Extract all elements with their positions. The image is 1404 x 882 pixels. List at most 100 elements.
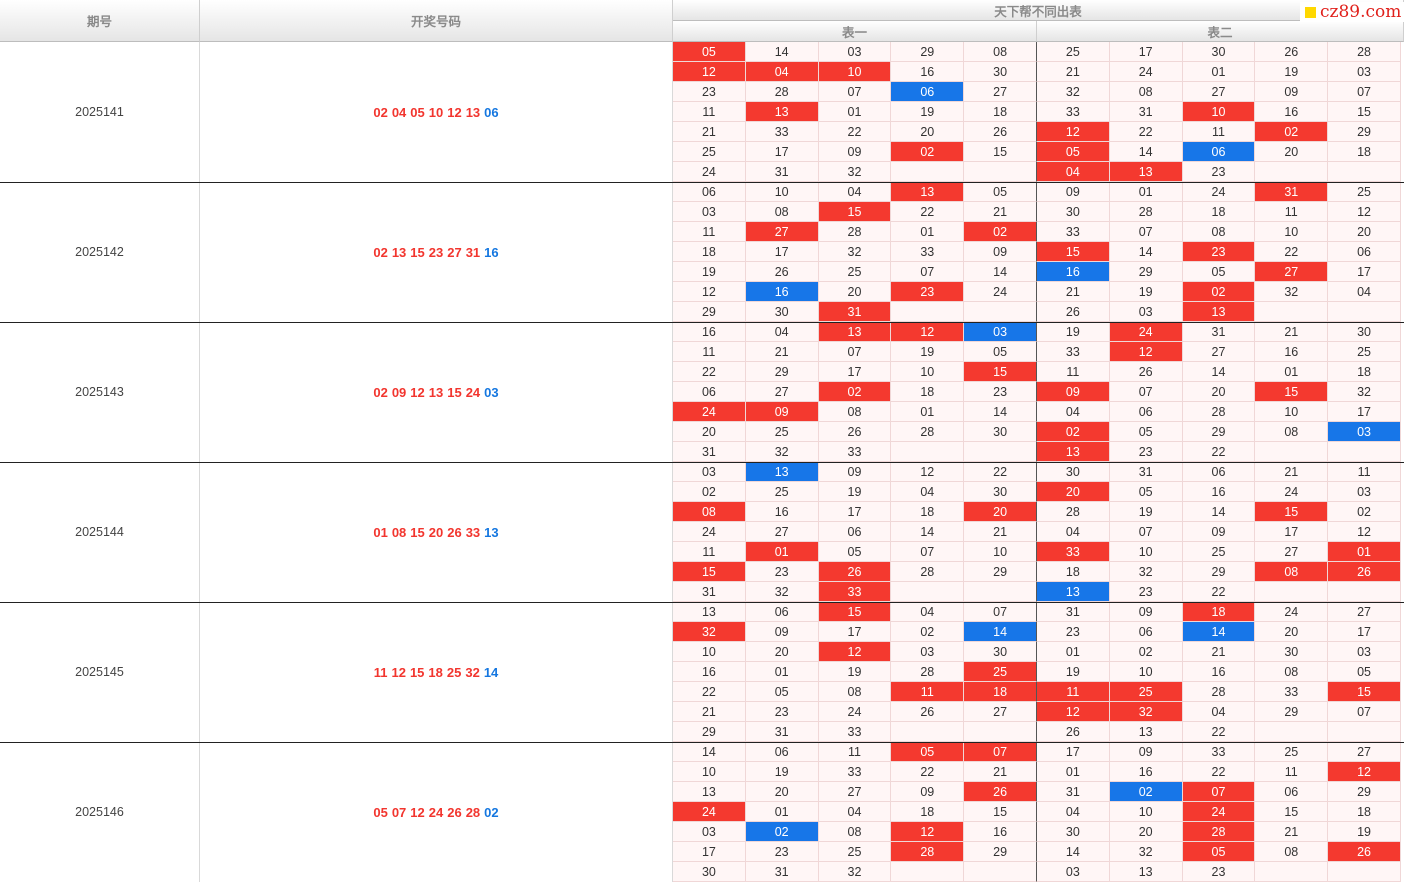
grid-cell: 17 [1328, 402, 1401, 422]
grid-cell: 33 [1036, 222, 1110, 242]
grid-cell: 17 [818, 362, 892, 382]
grid-cell: 16 [1182, 482, 1256, 502]
grid-cell: 02 [1109, 642, 1183, 662]
red-ball-number: 33 [465, 524, 481, 540]
grid-cell: 32 [818, 162, 892, 182]
grid-cell-highlighted: 14 [964, 622, 1037, 642]
grid-cell: 04 [1182, 702, 1256, 722]
grid-cell: 16 [964, 822, 1037, 842]
grid-cell: 22 [1182, 582, 1256, 602]
period-row: 2025141 02 04 05 10 12 13 06 05 14 03 29 08 25 17 30 26 2… [0, 42, 1404, 182]
grid-cell: 19 [1109, 502, 1183, 522]
grid-cell: 13 [1109, 722, 1183, 742]
grid-cell: 24 [673, 162, 746, 182]
grid-cell: 10 [1109, 662, 1183, 682]
grid-cell: 27 [745, 382, 819, 402]
grid-cell: 15 [964, 802, 1037, 822]
grid-cell: 18 [1328, 142, 1401, 162]
grid-cell: 21 [1255, 462, 1329, 482]
grid-cell: 27 [964, 702, 1037, 722]
grid-cell-highlighted: 24 [673, 402, 746, 422]
red-ball-number: 09 [391, 384, 407, 400]
site-logo[interactable]: cz89.com [1300, 2, 1404, 22]
draw-numbers: 11 12 15 18 25 32 14 [200, 602, 673, 742]
grid-cell: 16 [1109, 762, 1183, 782]
grid-cell: 03 [1109, 302, 1183, 322]
grid-cell: 08 [1255, 842, 1329, 862]
red-ball-number: 28 [465, 804, 481, 820]
header-period: 期号 [0, 0, 200, 42]
grid-cell-highlighted: 01 [1328, 542, 1401, 562]
grid-cell: 31 [745, 862, 819, 882]
period-row: 2025144 01 08 15 20 26 33 13 03 13 09 12 22 30 31 06 21 1… [0, 462, 1404, 602]
header-table-two: 表二 [1037, 21, 1404, 42]
grid-cell: 04 [891, 482, 965, 502]
grid-cell: 30 [1328, 322, 1401, 342]
red-ball-number: 15 [447, 384, 462, 400]
grid-cell: 29 [1109, 262, 1183, 282]
grid-cell: 11 [1328, 462, 1401, 482]
grid-cell-highlighted: 12 [1036, 122, 1110, 142]
grid-cell: 07 [891, 542, 965, 562]
row-divider [0, 742, 1404, 743]
grid-cell: 33 [818, 762, 892, 782]
grid-cell [964, 302, 1037, 322]
grid-cell-highlighted: 12 [1036, 702, 1110, 722]
grid-cell: 19 [745, 762, 819, 782]
grid-cell: 01 [1036, 642, 1110, 662]
grid-cell: 05 [745, 682, 819, 702]
grid-cell-highlighted: 15 [1036, 242, 1110, 262]
grid-cell: 18 [673, 242, 746, 262]
red-ball-number: 10 [428, 104, 444, 120]
number-grid: 05 14 03 29 08 25 17 30 26 28 12 04 10 16 30 21 24 01 19 03… [673, 42, 1401, 182]
grid-cell: 28 [745, 82, 819, 102]
grid-cell [964, 582, 1037, 602]
red-ball-number: 11 [373, 664, 388, 680]
grid-cell: 17 [818, 502, 892, 522]
red-ball-number: 32 [465, 664, 480, 680]
grid-cell: 07 [1328, 702, 1401, 722]
grid-cell: 22 [1109, 122, 1183, 142]
grid-cell: 16 [1255, 342, 1329, 362]
grid-cell [1328, 582, 1401, 602]
grid-cell: 25 [1328, 342, 1401, 362]
grid-cell: 03 [818, 42, 892, 62]
grid-cell: 21 [1255, 322, 1329, 342]
grid-cell: 16 [673, 322, 746, 342]
grid-cell: 05 [1109, 482, 1183, 502]
grid-cell: 11 [1255, 202, 1329, 222]
grid-cell: 33 [745, 122, 819, 142]
grid-cell-highlighted: 02 [1182, 282, 1256, 302]
grid-cell-highlighted: 25 [964, 662, 1037, 682]
grid-cell: 16 [891, 62, 965, 82]
grid-cell: 06 [1109, 622, 1183, 642]
grid-cell: 21 [964, 762, 1037, 782]
grid-cell: 17 [818, 622, 892, 642]
grid-cell: 23 [745, 562, 819, 582]
grid-cell: 21 [1182, 642, 1256, 662]
grid-cell: 10 [745, 182, 819, 202]
grid-cell-highlighted: 08 [673, 502, 746, 522]
grid-cell: 26 [964, 122, 1037, 142]
red-ball-number: 24 [428, 804, 444, 820]
grid-cell-highlighted: 27 [1255, 262, 1329, 282]
grid-cell: 02 [673, 482, 746, 502]
grid-cell: 08 [745, 202, 819, 222]
grid-cell: 03 [673, 822, 746, 842]
grid-cell: 01 [745, 662, 819, 682]
grid-cell: 30 [964, 642, 1037, 662]
grid-cell: 21 [1255, 822, 1329, 842]
number-grid: 03 13 09 12 22 30 31 06 21 11 02 25 19 04 30 20 05 16 24 03… [673, 462, 1401, 602]
grid-cell: 32 [1328, 382, 1401, 402]
grid-cell: 32 [1109, 562, 1183, 582]
grid-cell: 10 [1109, 542, 1183, 562]
logo-text: cz89.com [1320, 2, 1402, 22]
grid-cell: 19 [673, 262, 746, 282]
grid-cell: 20 [673, 422, 746, 442]
period-number: 2025142 [0, 182, 200, 322]
draw-numbers: 02 09 12 13 15 24 03 [200, 322, 673, 462]
grid-cell: 22 [673, 682, 746, 702]
grid-cell: 14 [1109, 142, 1183, 162]
number-grid: 06 10 04 13 05 09 01 24 31 25 03 08 15 22 21 30 28 18 11 12… [673, 182, 1401, 322]
grid-cell: 12 [891, 462, 965, 482]
